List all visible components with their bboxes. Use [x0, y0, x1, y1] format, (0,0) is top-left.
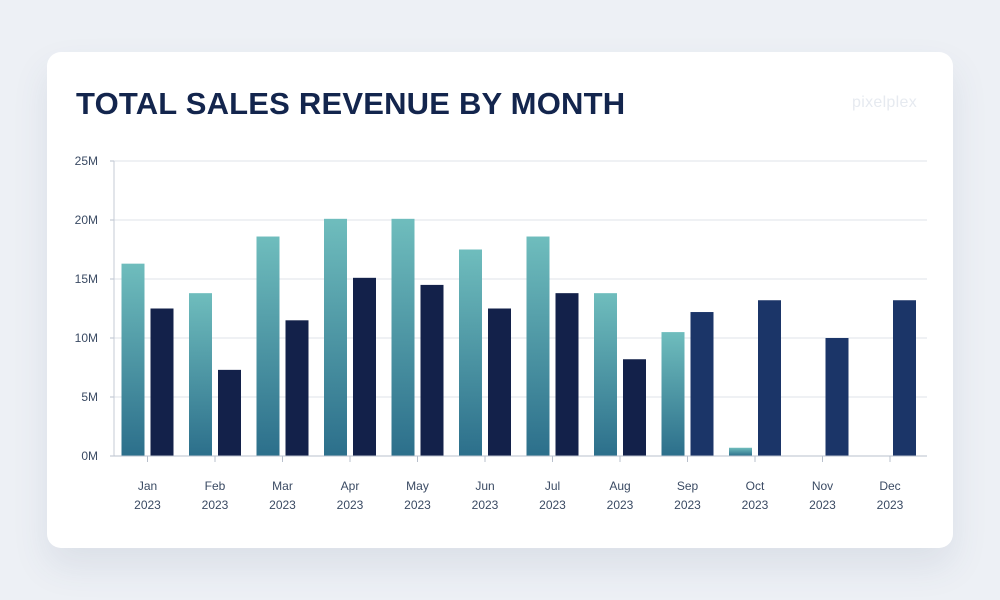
- bar-series-2: [353, 277, 376, 456]
- x-tick-label-month: Feb: [205, 479, 226, 493]
- x-tick-label-month: May: [406, 479, 429, 493]
- bar-series-1: [526, 236, 550, 456]
- x-tick-label-year: 2023: [269, 498, 296, 512]
- bar-series-1: [459, 249, 482, 456]
- axes: [110, 160, 927, 462]
- x-tick-label-month: Mar: [272, 479, 293, 493]
- brand-logo: pixelplex: [852, 94, 917, 111]
- bar-series-1: [391, 218, 415, 456]
- x-tick-label-year: 2023: [404, 498, 431, 512]
- bar-series-1: [256, 236, 280, 456]
- y-tick-label: 15M: [75, 272, 98, 286]
- bar-series-2: [690, 312, 714, 456]
- bar-series-2: [825, 338, 849, 456]
- bar-series-2: [623, 359, 646, 456]
- bars: [121, 218, 916, 456]
- y-tick-label: 20M: [75, 213, 98, 227]
- bar-series-2: [218, 369, 241, 456]
- x-tick-label-year: 2023: [134, 498, 161, 512]
- bar-series-1: [594, 293, 617, 456]
- bar-series-2: [758, 300, 781, 456]
- x-tick-label-year: 2023: [539, 498, 566, 512]
- bar-series-2: [285, 320, 309, 456]
- chart-card: TOTAL SALES REVENUE BY MONTH pixelplex 0…: [47, 52, 953, 548]
- grid-lines: [114, 160, 927, 398]
- tick-labels: 0M 5M 10M 15M 20M 25M Jan 2023 Feb 2023 Mar 2023 Apr…: [75, 154, 904, 512]
- y-tick-label: 0M: [81, 449, 98, 463]
- x-tick-label-year: 2023: [877, 498, 904, 512]
- x-tick-label-year: 2023: [472, 498, 499, 512]
- bar-series-2: [420, 284, 444, 456]
- x-tick-label-month: Jul: [545, 479, 560, 493]
- bar-series-2: [555, 293, 579, 456]
- y-tick-label: 25M: [75, 154, 98, 168]
- x-tick-label-month: Aug: [609, 479, 630, 493]
- x-tick-label-month: Dec: [879, 479, 900, 493]
- bar-series-1: [189, 293, 212, 456]
- bar-series-1: [121, 263, 145, 456]
- x-tick-label-month: Sep: [677, 479, 699, 493]
- x-tick-label-year: 2023: [809, 498, 836, 512]
- x-tick-label-month: Jan: [138, 479, 157, 493]
- chart-title: TOTAL SALES REVENUE BY MONTH: [76, 86, 626, 121]
- x-tick-label-year: 2023: [674, 498, 701, 512]
- bar-series-1: [661, 332, 685, 456]
- bar-series-1: [729, 447, 752, 456]
- x-tick-label-year: 2023: [607, 498, 634, 512]
- bar-series-1: [324, 218, 347, 456]
- bar-chart: 0M 5M 10M 15M 20M 25M Jan 2023 Feb 2023 Mar 2023 Apr…: [75, 154, 927, 512]
- x-tick-label-month: Oct: [746, 479, 765, 493]
- bar-series-2: [488, 308, 511, 456]
- y-tick-label: 10M: [75, 331, 98, 345]
- bar-series-2: [150, 308, 174, 456]
- x-tick-label-month: Jun: [475, 479, 494, 493]
- x-tick-label-month: Apr: [341, 479, 360, 493]
- x-tick-label-year: 2023: [202, 498, 229, 512]
- y-tick-label: 5M: [81, 390, 98, 404]
- x-tick-label-year: 2023: [742, 498, 769, 512]
- x-tick-label-year: 2023: [337, 498, 364, 512]
- bar-series-2: [893, 300, 916, 456]
- x-tick-label-month: Nov: [812, 479, 833, 493]
